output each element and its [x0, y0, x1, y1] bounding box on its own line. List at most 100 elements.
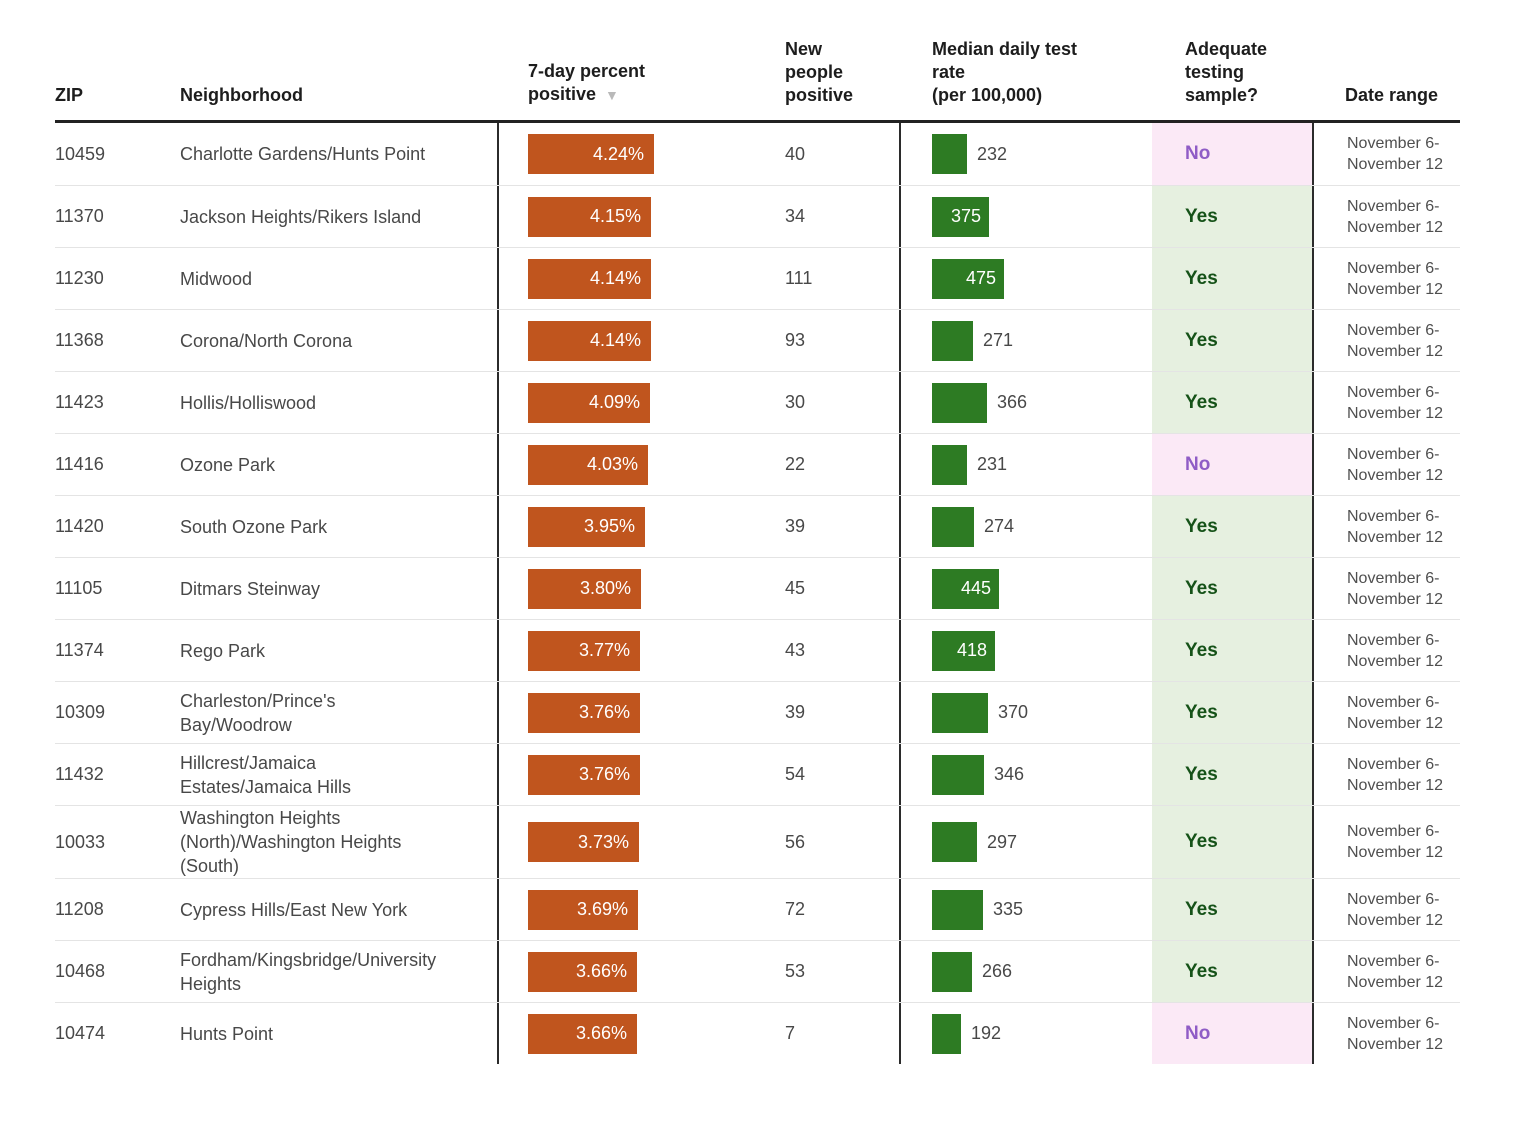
zip-cell: 10459 — [55, 143, 106, 164]
test-rate-bar — [932, 134, 967, 174]
pct-positive-bar: 3.69% — [528, 889, 638, 930]
test-rate-value-outside: 346 — [994, 764, 1025, 784]
table-row: 10033 Washington Heights (North)/Washing… — [55, 805, 1460, 878]
column-header-zip[interactable]: ZIP — [55, 85, 84, 105]
column-header-test-rate[interactable]: Median daily test rate (per 100,000) — [932, 39, 1078, 105]
test-rate-value-outside: 231 — [977, 454, 1008, 474]
table-row: 11370 Jackson Heights/Rikers Island 4.15… — [55, 185, 1460, 247]
pct-positive-cell: 4.14% — [497, 248, 770, 309]
test-rate-bar — [932, 889, 983, 930]
adequate-sample-cell: Yes — [1152, 310, 1312, 371]
test-rate-cell: 418 — [899, 620, 1152, 681]
adequate-sample-cell: Yes — [1152, 941, 1312, 1002]
new-people-positive-cell: 93 — [785, 330, 806, 350]
pct-positive-value: 3.76% — [578, 764, 630, 784]
pct-positive-bar: 4.14% — [528, 258, 651, 299]
pct-positive-bar: 3.73% — [528, 822, 639, 862]
adequate-sample-value: Yes — [1185, 515, 1218, 537]
date-range-cell: November 6- November 12 — [1312, 558, 1460, 619]
test-rate-value-outside: 271 — [983, 330, 1014, 350]
test-rate-cell: 274 — [899, 496, 1152, 557]
date-range-cell: November 6- November 12 — [1312, 248, 1460, 309]
neighborhood-label: Ozone Park — [180, 454, 276, 475]
pct-positive-bar: 4.24% — [528, 134, 654, 174]
zip-cell: 11420 — [55, 516, 104, 536]
table-row: 11423 Hollis/Holliswood 4.09% 30 366 Yes… — [55, 371, 1460, 433]
neighborhood-cell: Rego Park — [180, 639, 497, 663]
new-people-positive-cell: 45 — [785, 578, 806, 598]
neighborhood-cell: Hunts Point — [180, 1022, 497, 1046]
zip-cell: 11105 — [55, 578, 103, 598]
date-range-cell: November 6- November 12 — [1312, 310, 1460, 371]
new-people-positive-cell: 39 — [785, 516, 806, 536]
adequate-sample-value: Yes — [1185, 701, 1218, 723]
new-people-positive-cell: 56 — [785, 831, 806, 852]
test-rate-value-outside: 232 — [977, 143, 1008, 164]
zip-cell: 10468 — [55, 961, 106, 981]
column-header-adequate-sample[interactable]: Adequate testing sample? — [1185, 39, 1268, 105]
test-rate-cell: 266 — [899, 941, 1152, 1002]
table-row: 11416 Ozone Park 4.03% 22 231 No Novembe… — [55, 433, 1460, 495]
pct-positive-value: 4.15% — [589, 206, 641, 226]
adequate-sample-value: Yes — [1185, 898, 1218, 920]
test-rate-bar — [932, 822, 977, 862]
adequate-sample-value: Yes — [1185, 329, 1218, 351]
column-header-pct-label: 7-day percent positive — [528, 61, 646, 104]
neighborhood-label: Charleston/Prince's Bay/Woodrow — [180, 690, 336, 735]
adequate-sample-cell: Yes — [1152, 496, 1312, 557]
zip-cell: 11432 — [55, 764, 104, 784]
adequate-sample-cell: Yes — [1152, 879, 1312, 940]
neighborhood-cell: Hollis/Holliswood — [180, 391, 497, 415]
zip-cell: 11368 — [55, 330, 104, 350]
pct-positive-value: 4.14% — [589, 330, 641, 350]
adequate-sample-cell: No — [1152, 434, 1312, 495]
pct-positive-value: 4.03% — [586, 454, 638, 474]
test-rate-bar — [932, 320, 973, 361]
test-rate-value-outside: 366 — [997, 392, 1028, 412]
neighborhood-cell: Jackson Heights/Rikers Island — [180, 205, 497, 229]
pct-positive-bar: 3.66% — [528, 1013, 637, 1054]
new-people-positive-cell: 39 — [785, 702, 806, 722]
neighborhood-label: Hunts Point — [180, 1023, 274, 1044]
test-rate-bar — [932, 1013, 961, 1054]
date-range-cell: November 6- November 12 — [1312, 620, 1460, 681]
zip-cell: 11230 — [55, 268, 104, 288]
neighborhood-label: Washington Heights (North)/Washington He… — [180, 808, 402, 876]
pct-positive-cell: 3.76% — [497, 682, 770, 743]
neighborhood-cell: Cypress Hills/East New York — [180, 898, 497, 922]
adequate-sample-value: No — [1185, 1022, 1211, 1044]
pct-positive-bar: 4.03% — [528, 444, 648, 485]
table-row: 11105 Ditmars Steinway 3.80% 45 445 Yes … — [55, 557, 1460, 619]
adequate-sample-value: Yes — [1185, 205, 1218, 227]
test-rate-cell: 231 — [899, 434, 1152, 495]
table-row: 11374 Rego Park 3.77% 43 418 Yes Novembe… — [55, 619, 1460, 681]
date-range-cell: November 6- November 12 — [1312, 434, 1460, 495]
adequate-sample-cell: Yes — [1152, 186, 1312, 247]
adequate-sample-value: No — [1185, 143, 1211, 164]
column-header-date-range[interactable]: Date range — [1345, 85, 1439, 105]
pct-positive-value: 4.09% — [588, 392, 640, 412]
pct-positive-cell: 3.66% — [497, 1003, 770, 1064]
test-rate-cell: 370 — [899, 682, 1152, 743]
new-people-positive-cell: 111 — [785, 268, 813, 288]
column-header-new-people[interactable]: New people positive — [785, 39, 854, 105]
neighborhood-label: Charlotte Gardens/Hunts Point — [180, 144, 426, 164]
column-header-pct-positive[interactable]: 7-day percent positive ▼ — [497, 60, 770, 107]
test-rate-bar — [932, 951, 972, 992]
adequate-sample-cell: No — [1152, 123, 1312, 185]
neighborhood-cell: Ditmars Steinway — [180, 577, 497, 601]
pct-positive-value: 3.80% — [579, 578, 631, 598]
test-rate-cell: 335 — [899, 879, 1152, 940]
test-rate-value-inside: 475 — [965, 268, 996, 288]
zip-cell: 11374 — [55, 640, 104, 660]
zip-cell: 10474 — [55, 1023, 106, 1043]
test-rate-value-inside: 445 — [960, 578, 991, 598]
adequate-sample-value: Yes — [1185, 763, 1218, 785]
column-header-neighborhood[interactable]: Neighborhood — [180, 85, 303, 105]
new-people-positive-cell: 30 — [785, 392, 806, 412]
neighborhood-cell: Fordham/Kingsbridge/University Heights — [180, 948, 497, 996]
neighborhood-label: Corona/North Corona — [180, 330, 353, 351]
pct-positive-value: 3.66% — [575, 961, 627, 981]
test-rate-cell: 445 — [899, 558, 1152, 619]
pct-positive-cell: 4.24% — [497, 123, 770, 185]
